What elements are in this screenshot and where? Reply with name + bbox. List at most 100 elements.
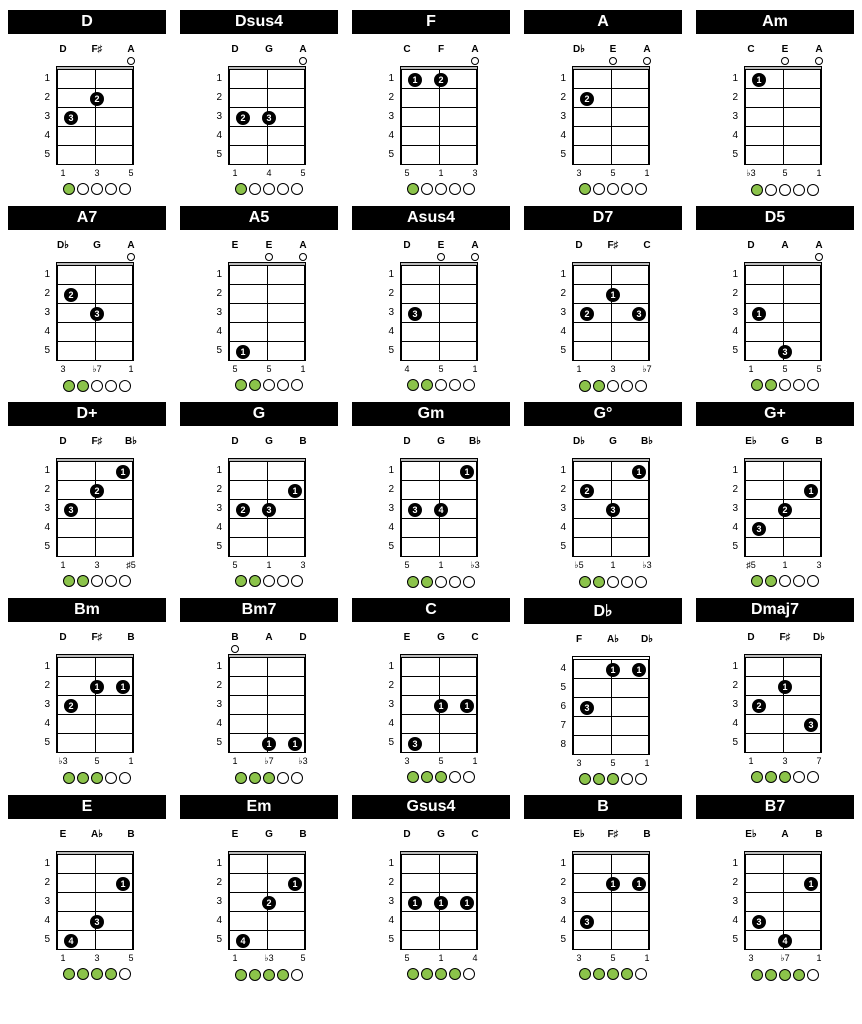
fretboard: 123 [744, 654, 822, 753]
top-notes: E♭AB [744, 829, 826, 840]
top-notes: CFA [400, 44, 482, 55]
fretboard: 123 [572, 458, 650, 557]
top-notes: D♭EA [572, 44, 654, 55]
finger-dot: 1 [236, 345, 250, 359]
open-strings [56, 842, 138, 850]
bottom-notes: ♭51♭3 [572, 560, 654, 571]
finger-dot: 1 [262, 737, 276, 751]
fret-numbers: 12345 [384, 851, 394, 949]
chord-grid: DDF♯A1234523135Dsus4DGA1234523145FCFA123… [8, 10, 854, 981]
finger-dot: 4 [64, 934, 78, 948]
bottom-notes: 513 [400, 168, 482, 178]
finger-dot: 3 [408, 737, 422, 751]
finger-dot: 2 [434, 73, 448, 87]
finger-dot: 1 [116, 680, 130, 694]
diagram: 12345 123 [728, 654, 822, 753]
chord-title: C [352, 598, 510, 622]
chord-card: Dmaj7DF♯D♭12345123137 [696, 598, 854, 785]
open-strings [56, 449, 138, 457]
open-strings [228, 842, 310, 850]
finger-dot: 1 [632, 877, 646, 891]
diagram: 1234512 [384, 66, 478, 165]
difficulty-rating [579, 773, 647, 785]
open-strings [572, 253, 654, 261]
chord-title: D5 [696, 206, 854, 230]
top-notes: DGB♭ [400, 436, 482, 447]
difficulty-rating [579, 183, 647, 195]
bottom-notes: 351 [400, 756, 482, 766]
top-notes: EGC [400, 632, 482, 643]
difficulty-rating [407, 576, 475, 588]
diagram: 1234513 [728, 262, 822, 361]
open-strings [744, 449, 826, 457]
fret-numbers: 12345 [40, 66, 50, 164]
top-notes: BAD [228, 632, 310, 643]
chord-card: Bm7BAD12345111♭7♭3 [180, 598, 338, 785]
chord-card: G+E♭GB12345123♯513 [696, 402, 854, 588]
finger-dot: 1 [460, 896, 474, 910]
fretboard: 113 [400, 654, 478, 753]
open-strings [56, 57, 138, 65]
fret-numbers: 12345 [212, 654, 222, 752]
diagram: 1234523 [212, 66, 306, 165]
diagram: 12345123 [728, 458, 822, 557]
top-notes: EA♭B [56, 829, 138, 840]
fret-numbers: 12345 [728, 654, 738, 752]
finger-dot: 3 [632, 307, 646, 321]
finger-dot: 1 [460, 465, 474, 479]
chord-card: B7E♭AB123451343♭71 [696, 795, 854, 981]
finger-dot: 3 [90, 307, 104, 321]
fretboard: 1 [744, 66, 822, 165]
fretboard: 134 [400, 458, 478, 557]
fretboard: 3 [400, 262, 478, 361]
top-notes: E♭F♯B [572, 829, 654, 840]
finger-dot: 3 [804, 718, 818, 732]
finger-dot: 3 [262, 503, 276, 517]
finger-dot: 2 [90, 484, 104, 498]
fret-numbers: 12345 [40, 654, 50, 752]
finger-dot: 3 [408, 503, 422, 517]
open-strings [56, 253, 138, 261]
top-notes: D♭GA [56, 240, 138, 251]
finger-dot: 1 [288, 737, 302, 751]
fret-numbers: 12345 [556, 458, 566, 556]
difficulty-rating [407, 771, 475, 783]
open-strings [56, 645, 138, 653]
open-strings [744, 57, 826, 65]
diagram: 12345134 [384, 458, 478, 557]
top-notes: DEA [400, 240, 482, 251]
diagram: 123452 [556, 66, 650, 165]
fret-numbers: 12345 [40, 458, 50, 556]
open-strings [400, 253, 482, 261]
finger-dot: 1 [804, 877, 818, 891]
chord-card: BE♭F♯B12345113351 [524, 795, 682, 981]
chord-title: Dsus4 [180, 10, 338, 34]
difficulty-rating [751, 969, 819, 981]
bottom-notes: 145 [228, 168, 310, 178]
open-strings [400, 645, 482, 653]
chord-title: D [8, 10, 166, 34]
finger-dot: 1 [116, 465, 130, 479]
fretboard: 134 [744, 851, 822, 950]
chord-title: A7 [8, 206, 166, 230]
top-notes: DF♯B [56, 632, 138, 643]
fret-numbers: 12345 [728, 458, 738, 556]
bottom-notes: 13♭7 [572, 364, 654, 375]
bottom-notes: ♯513 [744, 560, 826, 570]
fretboard: 1 [228, 262, 306, 361]
difficulty-rating [407, 183, 475, 195]
difficulty-rating [579, 576, 647, 588]
open-strings [228, 645, 310, 653]
chord-title: Bm7 [180, 598, 338, 622]
diagram: 12345123 [212, 458, 306, 557]
finger-dot: 2 [236, 111, 250, 125]
difficulty-rating [63, 772, 131, 784]
finger-dot: 4 [236, 934, 250, 948]
open-strings [744, 842, 826, 850]
bottom-notes: 351 [572, 168, 654, 178]
finger-dot: 1 [434, 896, 448, 910]
chord-card: D7DF♯C1234512313♭7 [524, 206, 682, 392]
chord-card: D+DF♯B♭1234512313♯5 [8, 402, 166, 588]
bottom-notes: 1♭35 [228, 953, 310, 964]
diagram: 12345 123 [556, 458, 650, 557]
